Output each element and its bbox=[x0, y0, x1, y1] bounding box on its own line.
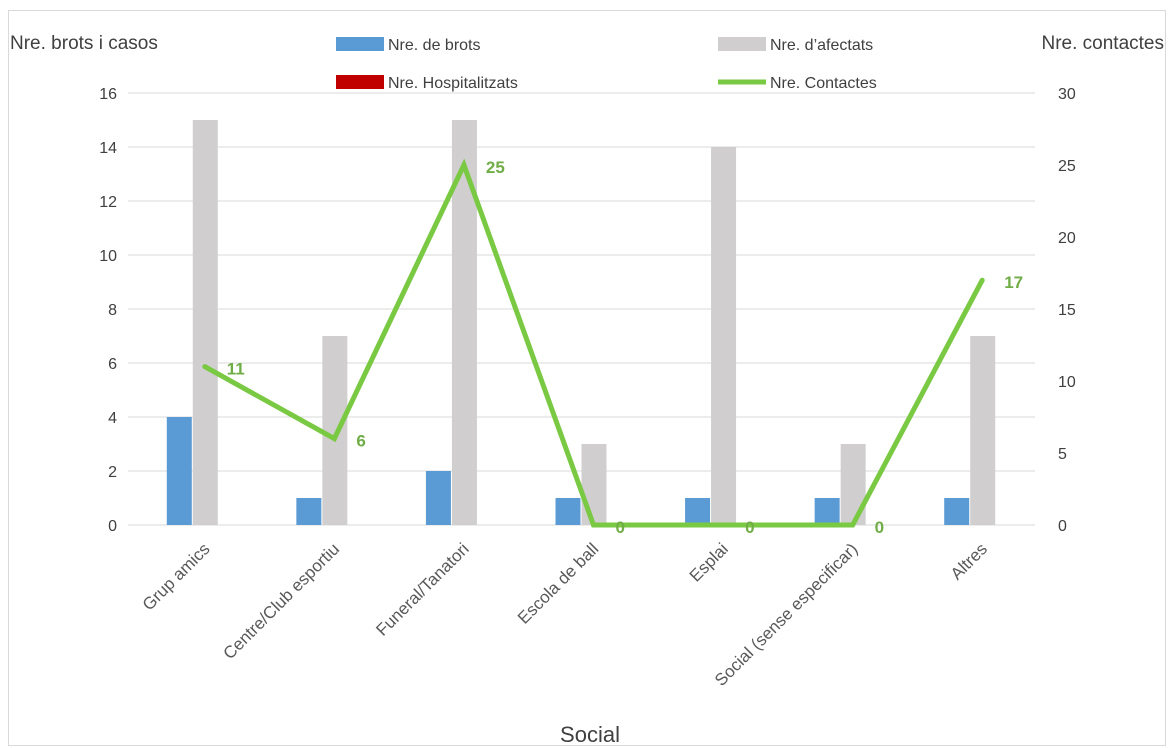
category-label-1: Centre/Club esportiu bbox=[219, 539, 343, 663]
bar-nre-de-brots-3 bbox=[555, 498, 581, 525]
category-label-4: Esplai bbox=[686, 539, 732, 585]
left-tick-label: 4 bbox=[108, 410, 117, 427]
left-tick-label: 14 bbox=[99, 140, 117, 157]
legend-label-nre-de-brots: Nre. de brots bbox=[388, 37, 480, 54]
right-tick-label: 0 bbox=[1058, 518, 1067, 535]
category-label-6: Altres bbox=[947, 539, 991, 583]
contacts-point-2 bbox=[461, 162, 467, 168]
bar-nre-de-brots-1 bbox=[296, 498, 322, 525]
category-labels: Grup amics Centre/Club esportiu Funeral/Ta… bbox=[139, 539, 991, 689]
left-tick-label: 2 bbox=[108, 464, 117, 481]
left-axis-ticks: 0 2 4 6 8 10 12 14 16 bbox=[99, 86, 117, 535]
left-tick-label: 16 bbox=[99, 86, 117, 103]
bar-nre-de-brots-6 bbox=[944, 498, 970, 525]
x-axis-title: Social bbox=[560, 722, 620, 747]
legend-swatch-nre-de-brots bbox=[336, 37, 384, 51]
right-axis-title: Nre. contactes bbox=[1042, 33, 1165, 54]
category-label-0: Grup amics bbox=[139, 539, 214, 614]
left-axis-title: Nre. brots i casos bbox=[10, 33, 158, 54]
data-labels: 11 6 25 0 0 0 17 bbox=[227, 158, 1023, 537]
contacts-line bbox=[202, 158, 985, 528]
bar-nre-d-afectats-6 bbox=[970, 336, 996, 525]
right-axis-ticks: 0 5 10 15 20 25 30 bbox=[1058, 86, 1076, 535]
legend-swatch-nre-d-afectats bbox=[718, 37, 766, 51]
bar-nre-d-afectats-1 bbox=[322, 336, 348, 525]
contacts-data-label-0: 11 bbox=[227, 360, 245, 379]
contacts-data-label-5: 0 bbox=[875, 518, 884, 537]
bar-nre-de-brots-2 bbox=[425, 471, 451, 525]
left-tick-label: 6 bbox=[108, 356, 117, 373]
category-label-2: Funeral/Tanatori bbox=[372, 539, 472, 639]
contacts-point-6 bbox=[979, 277, 985, 283]
contacts-point-0 bbox=[202, 364, 208, 370]
contacts-point-3 bbox=[591, 522, 596, 528]
contacts-data-label-3: 0 bbox=[616, 518, 625, 537]
contacts-data-label-1: 6 bbox=[356, 432, 365, 451]
legend: Nre. de brots Nre. d’afectats Nre. Hospita… bbox=[336, 37, 877, 92]
bar-nre-d-afectats-4 bbox=[711, 147, 737, 525]
chart-frame bbox=[8, 10, 1166, 746]
right-tick-label: 15 bbox=[1058, 302, 1076, 319]
contacts-point-1 bbox=[331, 436, 337, 442]
left-tick-label: 12 bbox=[99, 194, 117, 211]
right-tick-label: 30 bbox=[1058, 86, 1076, 103]
contacts-data-label-4: 0 bbox=[745, 518, 754, 537]
right-tick-label: 20 bbox=[1058, 230, 1076, 247]
legend-label-nre-d-afectats: Nre. d’afectats bbox=[770, 37, 873, 54]
bar-nre-d-afectats-0 bbox=[192, 120, 218, 525]
right-tick-label: 5 bbox=[1058, 446, 1067, 463]
legend-label-nre-contactes: Nre. Contactes bbox=[770, 75, 877, 92]
bar-nre-d-afectats-3 bbox=[581, 444, 607, 525]
bars bbox=[166, 120, 996, 525]
bar-nre-de-brots-0 bbox=[166, 417, 192, 525]
right-tick-label: 25 bbox=[1058, 158, 1076, 175]
legend-label-nre-hospitalitzats: Nre. Hospitalitzats bbox=[388, 75, 518, 92]
contacts-point-5 bbox=[850, 522, 856, 528]
legend-swatch-nre-hospitalitzats bbox=[336, 75, 384, 89]
category-label-5: Social (sense especificar) bbox=[711, 539, 861, 689]
contacts-data-label-2: 25 bbox=[486, 158, 505, 177]
bar-nre-de-brots-5 bbox=[814, 498, 840, 525]
right-tick-label: 10 bbox=[1058, 374, 1076, 391]
contacts-data-label-6: 17 bbox=[1004, 273, 1023, 292]
left-tick-label: 0 bbox=[108, 518, 117, 535]
bar-nre-de-brots-4 bbox=[685, 498, 711, 525]
contacts-point-4 bbox=[720, 522, 726, 528]
category-label-3: Escola de ball bbox=[514, 539, 602, 627]
left-tick-label: 8 bbox=[108, 302, 117, 319]
left-tick-label: 10 bbox=[99, 248, 117, 265]
